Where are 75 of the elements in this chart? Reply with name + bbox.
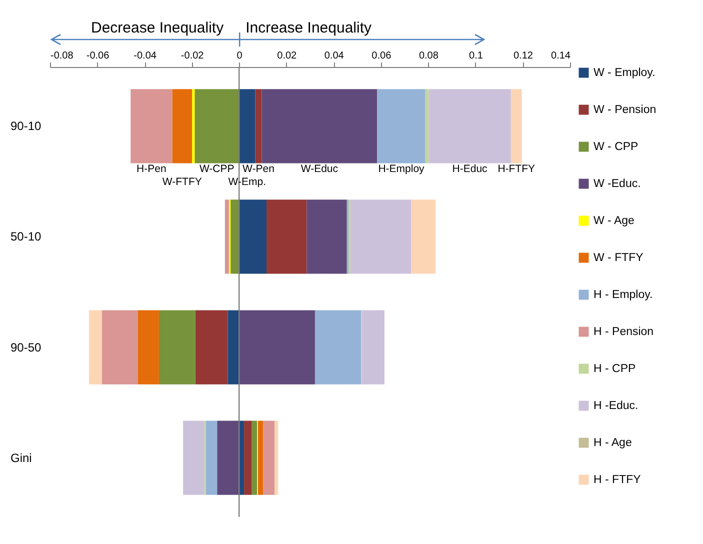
x-tick-label: 0.04: [324, 50, 344, 62]
annotation: H-FTFY: [498, 163, 536, 176]
bar: [255, 89, 262, 164]
x-tick-label: -0.08: [50, 50, 74, 62]
legend-label: H - Pension: [594, 326, 654, 338]
annotation: H-Pen: [136, 163, 166, 176]
legend-label: W - Employ.: [594, 66, 656, 79]
bar: [239, 420, 244, 495]
bar: [244, 420, 252, 495]
x-tick-label: 0.08: [418, 50, 439, 62]
legend-label: H - Age: [594, 436, 632, 449]
bar: [350, 200, 412, 274]
annotation: H-Educ: [452, 163, 488, 176]
x-tick-label: 0.12: [513, 50, 534, 62]
x-tick-label: 0.06: [372, 50, 392, 62]
bar: [89, 310, 102, 384]
y-tick-label: 90-50: [10, 340, 42, 354]
annotation: W-CPP: [199, 163, 234, 176]
bar: [130, 89, 172, 164]
bar: [228, 310, 240, 384]
bar: [252, 420, 258, 495]
bar: [306, 200, 347, 274]
bar: [262, 89, 378, 164]
y-tick-label: Gini: [10, 450, 32, 465]
y-tick-label: 90-10: [10, 119, 42, 134]
bar: [266, 200, 307, 274]
legend-label: W - Pension: [594, 104, 656, 116]
bar: [217, 420, 240, 495]
x-tick-label: 0.14: [551, 50, 571, 62]
annotation: W-Emp.: [228, 176, 266, 188]
y-tick-label: 50-10: [10, 230, 42, 244]
legend-label: H - Employ.: [594, 288, 653, 301]
annotation: H-Employ: [378, 163, 426, 176]
bar: [239, 89, 256, 164]
bar: [258, 420, 264, 495]
bar: [377, 89, 426, 164]
bar: [263, 420, 275, 495]
bar: [206, 420, 218, 495]
legend-label: H - CPP: [594, 362, 636, 375]
legend-label: W -Educ.: [594, 178, 641, 190]
bar: [183, 420, 204, 495]
bar: [274, 420, 278, 495]
legend-label: H - FTFY: [594, 474, 642, 486]
legend-label: W - FTFY: [594, 252, 644, 264]
legend-label: H -Educ.: [594, 400, 638, 412]
text: Decrease Inequality: [91, 20, 224, 36]
x-tick-label: -0.06: [86, 50, 110, 62]
bar: [172, 89, 192, 164]
text: Increase Inequality: [246, 20, 372, 36]
bar: [192, 89, 195, 164]
annotation: W-FTFY: [162, 176, 202, 188]
bar: [510, 89, 522, 164]
bar: [428, 89, 511, 164]
bar: [362, 310, 384, 384]
bar: [230, 200, 240, 274]
x-tick-label: 0.1: [469, 50, 484, 62]
bar: [239, 200, 267, 274]
bar: [102, 310, 138, 384]
bar: [158, 310, 196, 384]
bar: [314, 310, 362, 384]
x-tick-label: -0.02: [180, 50, 204, 62]
legend-label: W - CPP: [594, 140, 639, 153]
bar: [194, 89, 240, 164]
x-tick-label: -0.04: [134, 50, 157, 62]
x-tick-label: 0: [236, 50, 243, 62]
legend-label: W - Age: [594, 214, 634, 227]
bar: [195, 310, 228, 384]
x-tick-label: 0.02: [277, 50, 298, 62]
annotation: W-Pen: [242, 163, 275, 176]
bar: [425, 89, 429, 164]
bar: [239, 310, 315, 384]
annotation: W-Educ: [300, 163, 338, 176]
bar: [224, 200, 229, 274]
bar: [411, 200, 436, 274]
bar: [138, 310, 159, 384]
